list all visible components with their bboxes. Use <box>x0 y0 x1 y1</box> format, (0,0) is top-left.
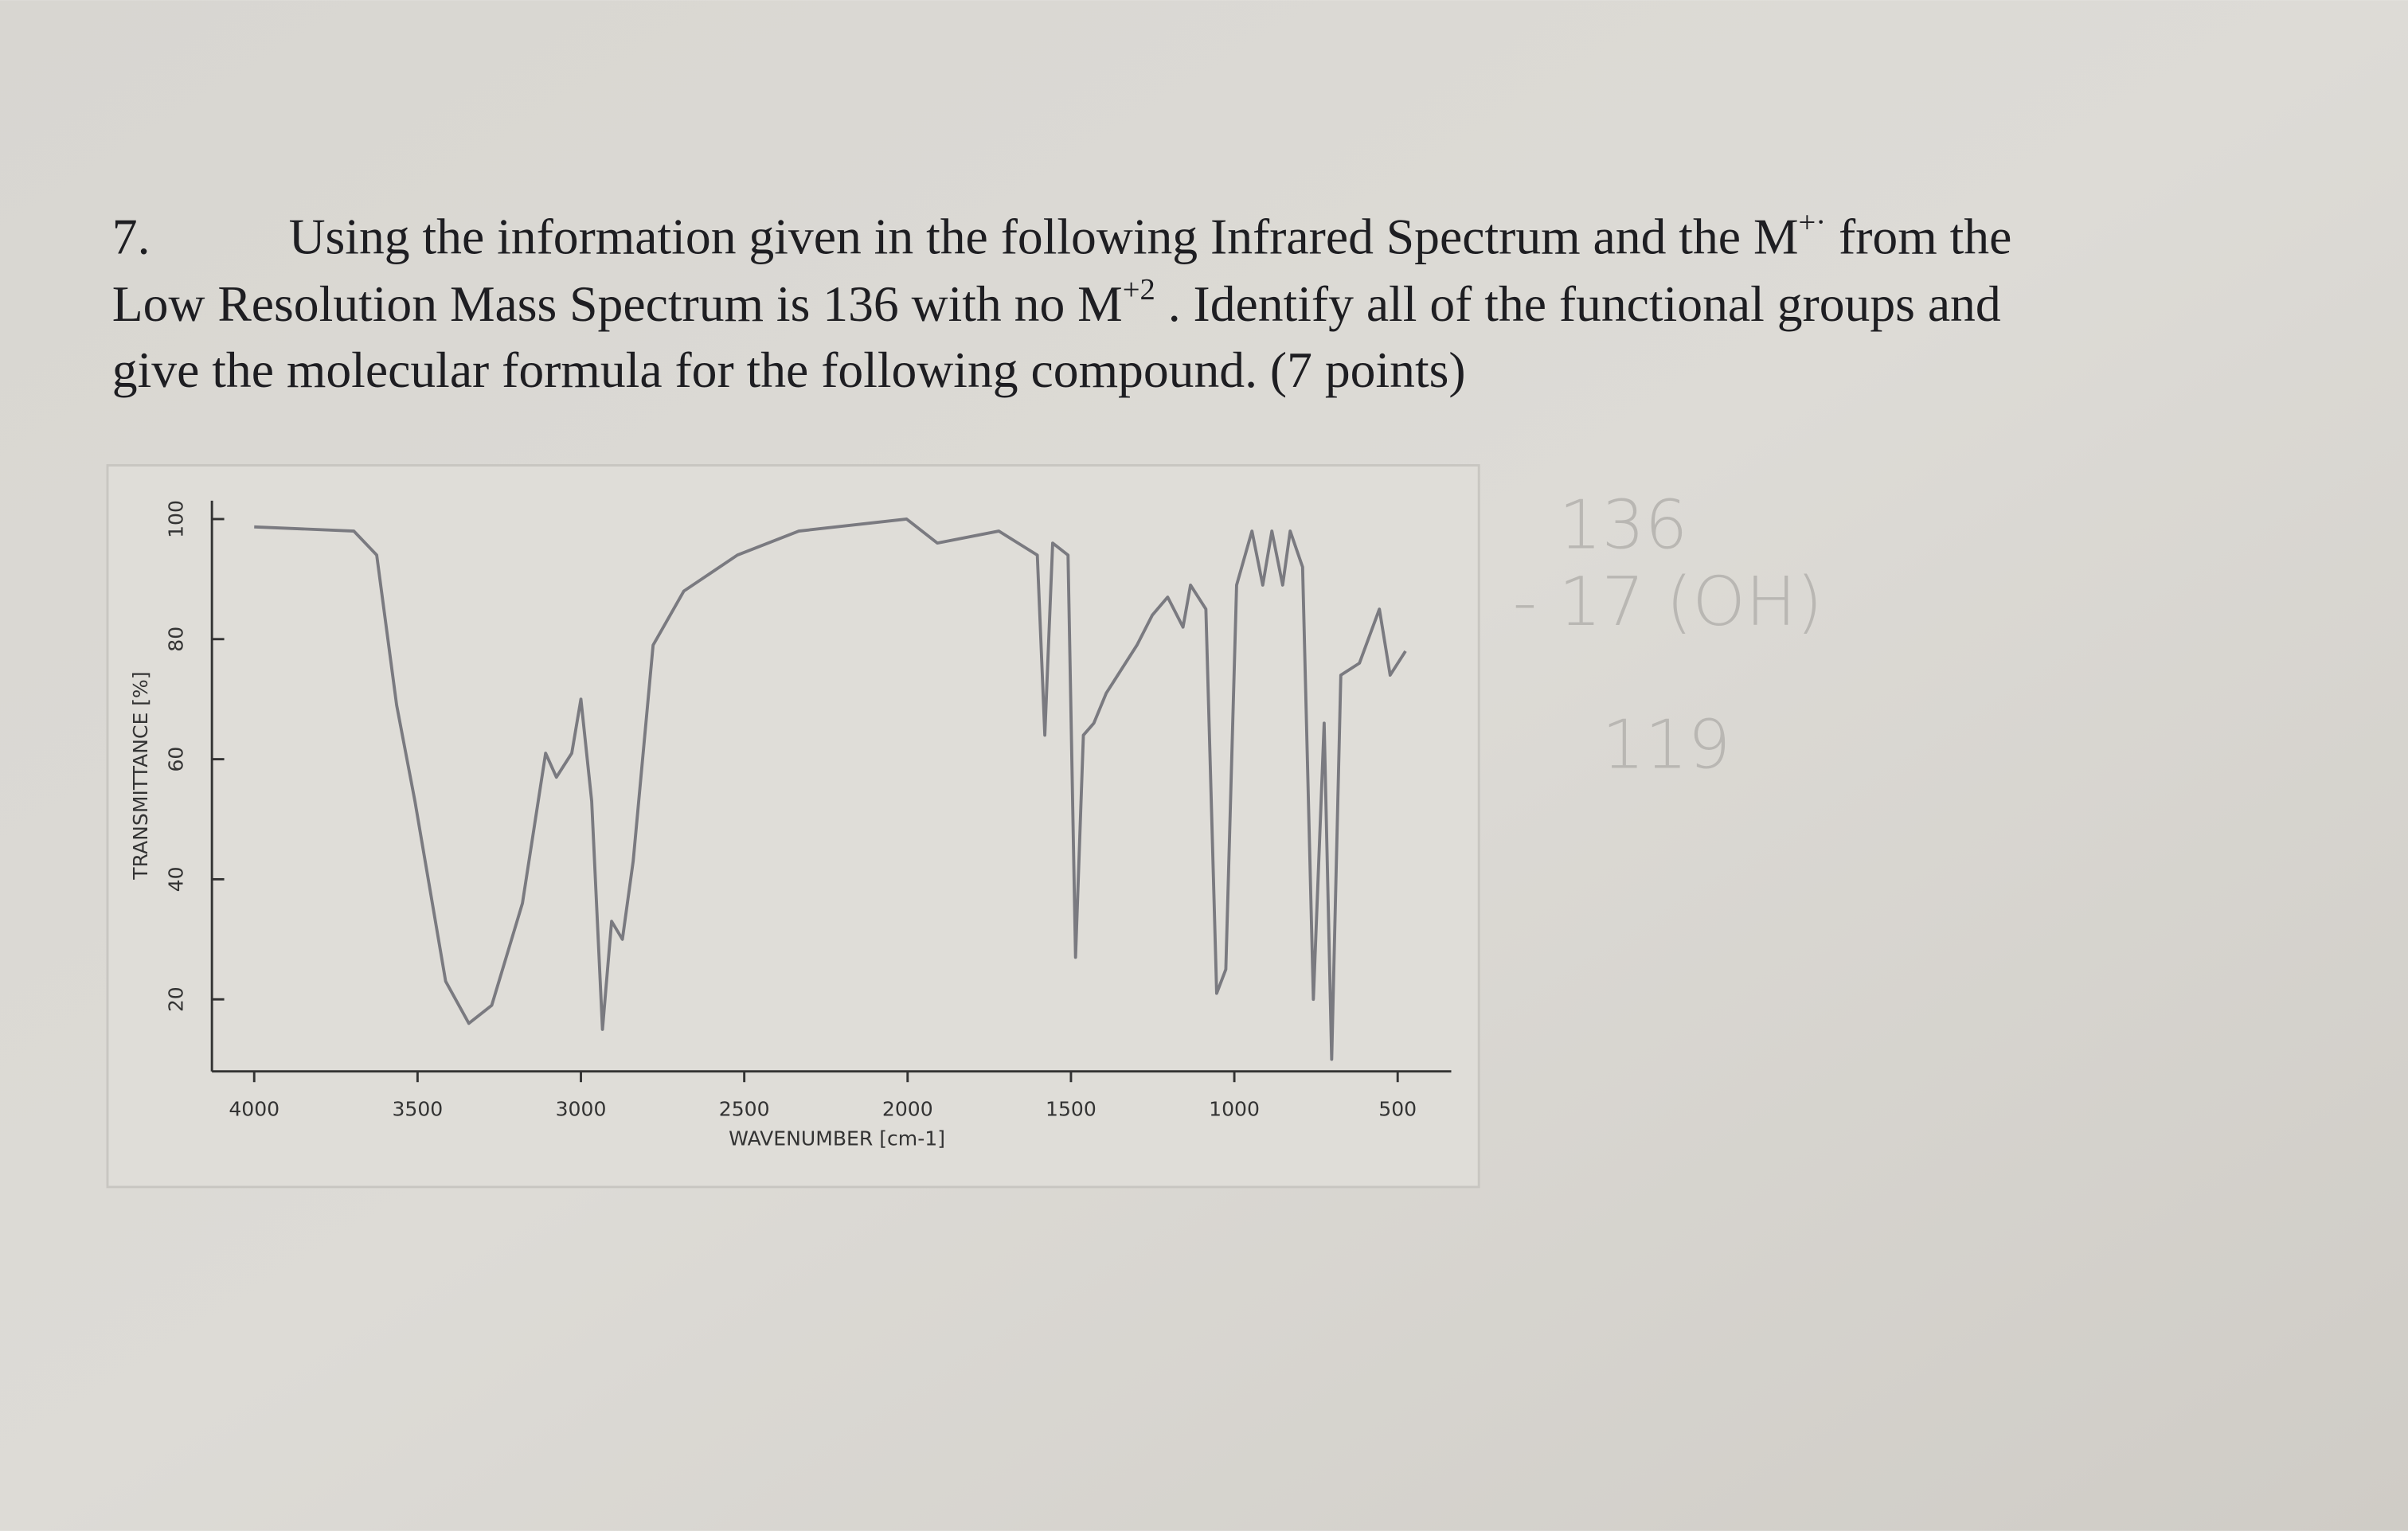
x-tick-label: 1000 <box>1209 1098 1260 1121</box>
y-tick-label: 40 <box>165 866 188 892</box>
x-tick-label: 3500 <box>392 1098 443 1121</box>
y-tick-label: 60 <box>165 747 188 772</box>
x-tick-label: 1500 <box>1046 1098 1096 1121</box>
superscript: +· <box>1799 205 1827 239</box>
chart: 20 40 60 80 100 4000 3500 3000 2500 2000 1500 1000 5… <box>129 500 1452 1150</box>
chart-frame <box>106 464 1480 1189</box>
y-tick-label: 20 <box>165 986 188 1012</box>
text-run: Low Resolution Mass Spectrum is 136 with… <box>112 275 1123 332</box>
handwriting: - 17 (OH) <box>1513 563 1823 642</box>
text-run: . Identify all of the functional groups … <box>1155 275 2001 332</box>
text-run: from the <box>1826 208 2011 264</box>
question-line: Using the information given in the follo… <box>289 205 2012 264</box>
question: 7. Using the information given in the fol… <box>112 205 2012 784</box>
x-tick-label: 3000 <box>556 1098 607 1121</box>
y-tick-label: 100 <box>165 500 188 538</box>
spectrum-line <box>254 517 1407 1061</box>
x-tick-label: 4000 <box>229 1098 280 1121</box>
x-tick-label: 2000 <box>882 1098 933 1121</box>
superscript: +2 <box>1123 273 1155 307</box>
text-run: give the molecular formula for the follo… <box>112 342 1466 398</box>
x-tick-label: 2500 <box>719 1098 770 1121</box>
text-run: Using the information given in the follo… <box>289 208 1799 264</box>
handwriting: 119 <box>1602 705 1731 784</box>
y-axis-label: TRANSMITTANCE [%] <box>129 671 152 880</box>
y-tick-label: 80 <box>165 627 188 652</box>
x-tick-label: 500 <box>1378 1098 1417 1121</box>
question-line: Low Resolution Mass Spectrum is 136 with… <box>112 273 2001 332</box>
x-axis-label: WAVENUMBER [cm-1] <box>729 1127 945 1150</box>
handwriting: 136 <box>1559 486 1688 565</box>
question-number: 7. <box>112 208 150 264</box>
question-line: give the molecular formula for the follo… <box>112 342 1466 398</box>
